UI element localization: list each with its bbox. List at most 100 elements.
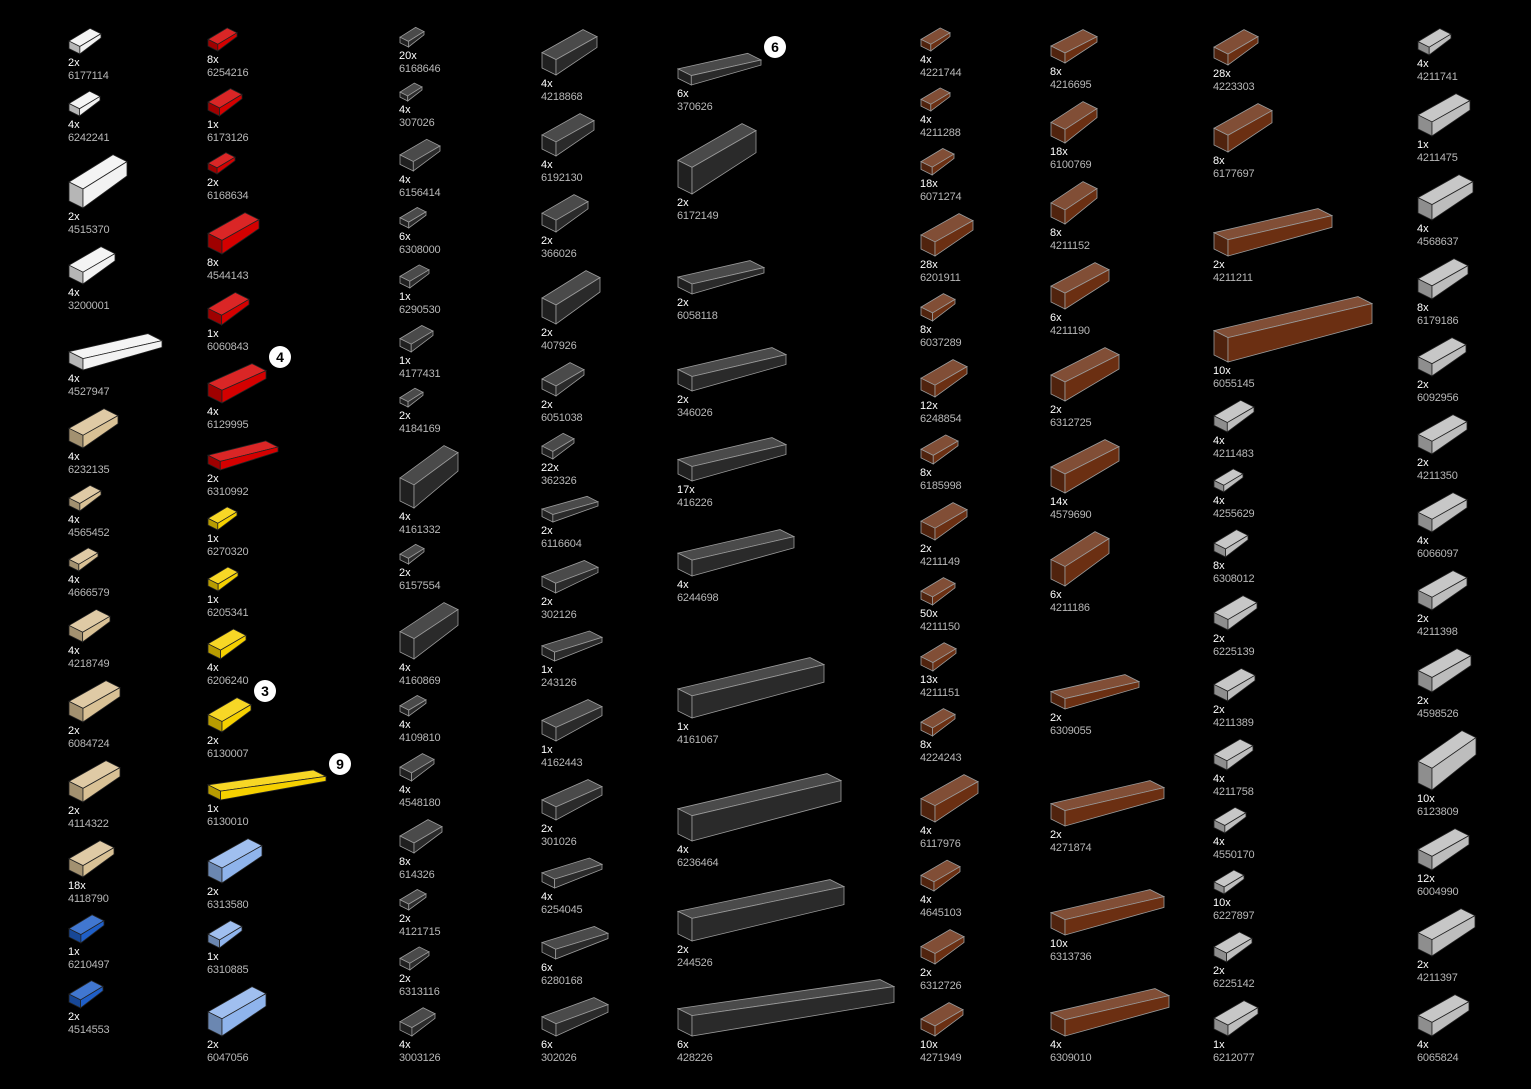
part-quantity: 6x [677,1039,689,1051]
part-shape [413,825,443,854]
part-shape [932,648,957,672]
part-quantity: 13x [920,674,938,686]
part-number: 428226 [677,1052,713,1064]
part-shape [82,766,121,803]
part-shape [555,368,585,397]
part-quantity: 4x [920,825,932,837]
part-quantity: 1x [1417,139,1429,151]
part-shape [1064,35,1098,64]
lego-part-icon [1050,262,1110,310]
part-number: 6177114 [68,70,109,82]
lego-part-icon [920,859,961,892]
part-number: 6065824 [1417,1052,1459,1064]
part-shape [82,615,111,643]
part-quantity: 2x [1213,704,1225,716]
length-callout-badge: 6 [764,36,786,58]
part-quantity: 2x [68,211,80,223]
lego-part-icon [1050,181,1098,225]
part-shape [1225,534,1249,558]
part-shape [555,566,599,594]
part-shape [1431,498,1468,533]
part-shape [1064,187,1098,225]
part-quantity: 4x [677,844,689,856]
lego-part-icon [399,387,424,408]
part-number: 6185998 [920,480,962,492]
part-quantity: 2x [1050,712,1062,724]
part-number: 614326 [399,869,435,881]
part-number: 6244698 [677,592,719,604]
part-shape [691,886,845,942]
part-number: 4161332 [399,524,441,536]
part-number: 4568637 [1417,236,1459,248]
lego-part-icon [920,708,956,737]
part-shape [1431,654,1472,693]
part-number: 6129995 [207,419,249,431]
part-shape [934,1008,964,1037]
part-shape [552,501,599,523]
lego-part-icon [207,628,247,660]
part-quantity: 8x [1050,66,1062,78]
part-number: 4211190 [1050,325,1090,337]
part-shape [1431,99,1471,137]
part-shape [934,508,968,541]
part-number: 4548180 [399,797,441,809]
part-shape [1431,180,1474,221]
part-number: 6055145 [1213,378,1255,390]
part-quantity: 4x [1213,435,1225,447]
lego-part-icon [1050,439,1120,494]
part-shape [691,986,895,1037]
part-number: 4114322 [68,818,109,830]
part-shape [82,340,163,371]
part-shape [691,536,795,577]
lego-part-icon [399,602,459,660]
part-number: 6290530 [399,304,441,316]
part-quantity: 4x [1417,58,1429,70]
lego-part-icon [677,347,787,392]
part-quantity: 8x [207,257,219,269]
part-shape [220,634,247,660]
part-number: 6270320 [207,546,249,558]
part-shape [219,446,279,471]
lego-part-icon [207,440,279,471]
lego-part-icon [541,857,603,889]
part-quantity: 12x [920,400,938,412]
part-quantity: 4x [68,119,80,131]
part-quantity: 4x [920,114,932,126]
part-shape [691,664,825,719]
lego-part-icon [541,362,585,397]
lego-part-icon [399,207,427,229]
lego-part-icon [68,914,105,944]
part-number: 6225139 [1213,646,1255,658]
part-shape [1428,33,1452,56]
part-quantity: 4x [399,174,411,186]
part-quantity: 2x [1417,457,1429,469]
part-shape [1226,406,1255,433]
lego-part-icon [207,212,260,255]
part-number: 6206240 [207,675,249,687]
part-quantity: 4x [68,514,80,526]
lego-part-icon [920,1002,964,1037]
part-quantity: 18x [1050,146,1068,158]
part-number: 4221744 [920,67,962,79]
lego-part-icon [68,980,104,1009]
part-quantity: 4x [399,104,411,116]
part-number: 362326 [541,475,577,487]
lego-part-icon [920,774,979,823]
part-number: 4271949 [920,1052,962,1064]
part-shape [932,582,956,606]
part-number: 346026 [677,407,713,419]
lego-part-icon [1213,738,1254,771]
part-quantity: 2x [207,735,219,747]
lego-part-icon [68,609,111,643]
lego-part-icon [1050,674,1140,710]
lego-part-icon [1213,529,1249,558]
part-number: 4550170 [1213,849,1255,861]
part-number: 6177697 [1213,168,1255,180]
part-shape [409,269,430,289]
part-quantity: 4x [541,78,553,90]
part-quantity: 2x [1417,695,1429,707]
lego-part-icon [68,547,99,572]
lego-part-icon [541,432,575,460]
part-quantity: 2x [399,973,411,985]
part-quantity: 2x [541,399,553,411]
